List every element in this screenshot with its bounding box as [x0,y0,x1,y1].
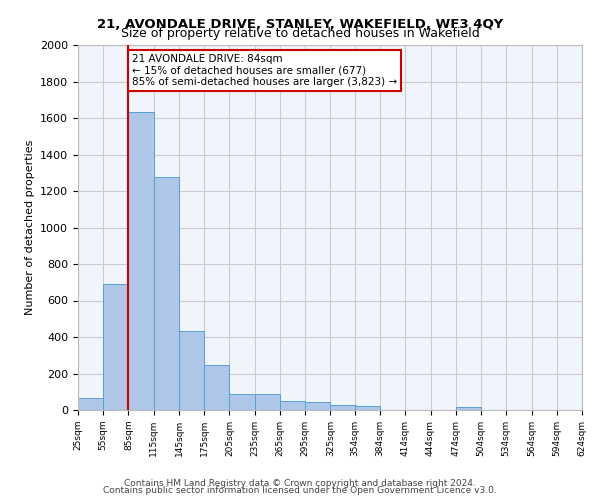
Bar [456,406,481,410]
Bar [229,394,254,410]
Text: 21, AVONDALE DRIVE, STANLEY, WAKEFIELD, WF3 4QY: 21, AVONDALE DRIVE, STANLEY, WAKEFIELD, … [97,18,503,30]
Bar [78,398,103,410]
Text: Contains public sector information licensed under the Open Government Licence v3: Contains public sector information licen… [103,486,497,495]
Text: 21 AVONDALE DRIVE: 84sqm
← 15% of detached houses are smaller (677)
85% of semi-: 21 AVONDALE DRIVE: 84sqm ← 15% of detach… [132,54,397,88]
Bar [254,394,280,410]
Text: Contains HM Land Registry data © Crown copyright and database right 2024.: Contains HM Land Registry data © Crown c… [124,478,476,488]
Bar [331,404,356,410]
Text: Size of property relative to detached houses in Wakefield: Size of property relative to detached ho… [121,28,479,40]
Bar [355,406,380,410]
Bar [204,364,229,410]
Bar [154,178,179,410]
Bar [179,330,204,410]
Bar [280,401,305,410]
Bar [305,402,331,410]
Y-axis label: Number of detached properties: Number of detached properties [25,140,35,315]
Bar [128,112,154,410]
Bar [103,284,128,410]
